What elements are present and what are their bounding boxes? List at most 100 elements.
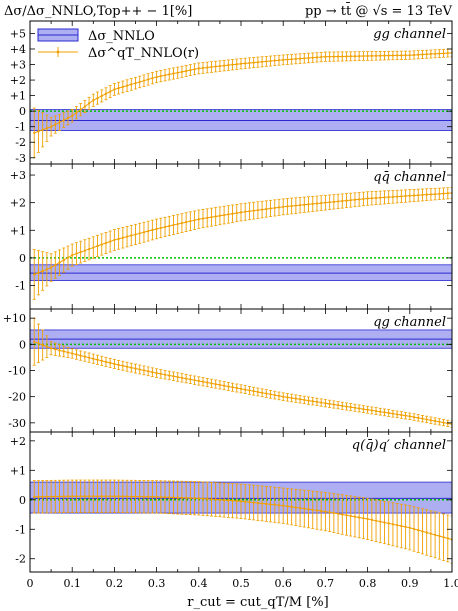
data-point (349, 55, 352, 58)
data-point (244, 62, 247, 65)
data-point (256, 390, 259, 394)
data-point (142, 369, 146, 372)
data-point (303, 203, 306, 206)
data-point (163, 496, 167, 499)
data-point (434, 533, 437, 536)
data-point (383, 411, 386, 414)
data-point (374, 196, 378, 200)
data-point (248, 501, 251, 504)
data-point (159, 372, 162, 376)
data-point (113, 362, 116, 366)
data-point (332, 403, 335, 406)
data-point (391, 54, 395, 57)
data-point (104, 360, 108, 363)
data-point (383, 54, 386, 57)
data-point (113, 88, 116, 91)
y-tick-label: 0 (19, 338, 26, 351)
data-point (193, 497, 196, 500)
data-point (383, 521, 386, 524)
data-point (391, 195, 395, 198)
data-point (134, 367, 137, 370)
data-point (197, 67, 200, 70)
data-point (324, 55, 327, 58)
panel-0: -3 -2 -1 0 +1 +2 +3 +4 +5 gg channel (10, 20, 453, 165)
x-tick-label: 0 (27, 577, 34, 590)
data-point (277, 394, 281, 397)
data-point (87, 102, 91, 105)
data-point (155, 372, 158, 375)
data-point (374, 54, 378, 57)
data-point (248, 210, 251, 213)
data-point (320, 401, 323, 404)
data-point (147, 230, 150, 233)
panel-plot-area (30, 48, 452, 159)
header-left: Δσ/Δσ_NNLO,Top++ − 1[%] (4, 4, 192, 19)
data-point (239, 211, 243, 214)
data-point (210, 382, 213, 385)
data-point (218, 498, 221, 501)
data-point (252, 501, 255, 504)
data-point (252, 390, 255, 393)
data-point (358, 198, 361, 201)
data-point (282, 205, 285, 208)
data-point (256, 61, 259, 64)
data-point (269, 59, 272, 63)
data-point (366, 197, 369, 200)
data-point (261, 208, 264, 211)
data-point (66, 256, 70, 259)
data-point (223, 64, 226, 67)
channel-label: qg channel (373, 315, 446, 330)
data-point (214, 65, 217, 68)
data-point (387, 54, 390, 57)
data-point (155, 75, 158, 79)
data-point (315, 56, 319, 59)
data-point (324, 201, 327, 204)
data-point (71, 352, 74, 355)
data-point (83, 105, 86, 108)
data-point (277, 59, 281, 62)
data-point (282, 395, 285, 398)
data-point (87, 356, 91, 359)
data-point (396, 54, 399, 57)
data-point (408, 194, 411, 197)
data-point (345, 55, 348, 58)
data-point (387, 196, 390, 199)
data-point (438, 52, 441, 55)
data-point (100, 359, 103, 362)
data-point (412, 53, 416, 57)
data-point (391, 412, 395, 415)
data-point (142, 79, 146, 82)
data-point (113, 238, 116, 242)
data-point (41, 495, 44, 498)
data-point (50, 266, 53, 269)
data-point (134, 233, 137, 236)
data-point (429, 52, 432, 56)
data-point (58, 349, 61, 352)
data-point (383, 196, 386, 199)
x-tick-label: 1.0 (443, 577, 458, 590)
data-point (223, 498, 226, 502)
data-point (341, 199, 344, 203)
data-point (442, 536, 445, 539)
data-point (353, 406, 357, 409)
data-point (442, 192, 445, 195)
data-point (332, 511, 335, 515)
y-tick-label: -2 (15, 136, 26, 149)
data-point (265, 392, 268, 395)
data-point (168, 224, 171, 228)
data-point (176, 71, 179, 74)
data-point (142, 231, 146, 234)
y-tick-label: +4 (10, 43, 26, 56)
data-point (370, 518, 373, 521)
data-point (109, 240, 112, 243)
data-point (324, 402, 327, 405)
data-point (396, 524, 399, 527)
y-tick-label: +2 (10, 435, 26, 448)
data-point (442, 52, 445, 55)
x-tick-label: 0.4 (190, 577, 208, 590)
data-point (349, 514, 352, 518)
data-point (92, 246, 95, 249)
data-point (96, 96, 99, 100)
data-point (117, 363, 120, 366)
